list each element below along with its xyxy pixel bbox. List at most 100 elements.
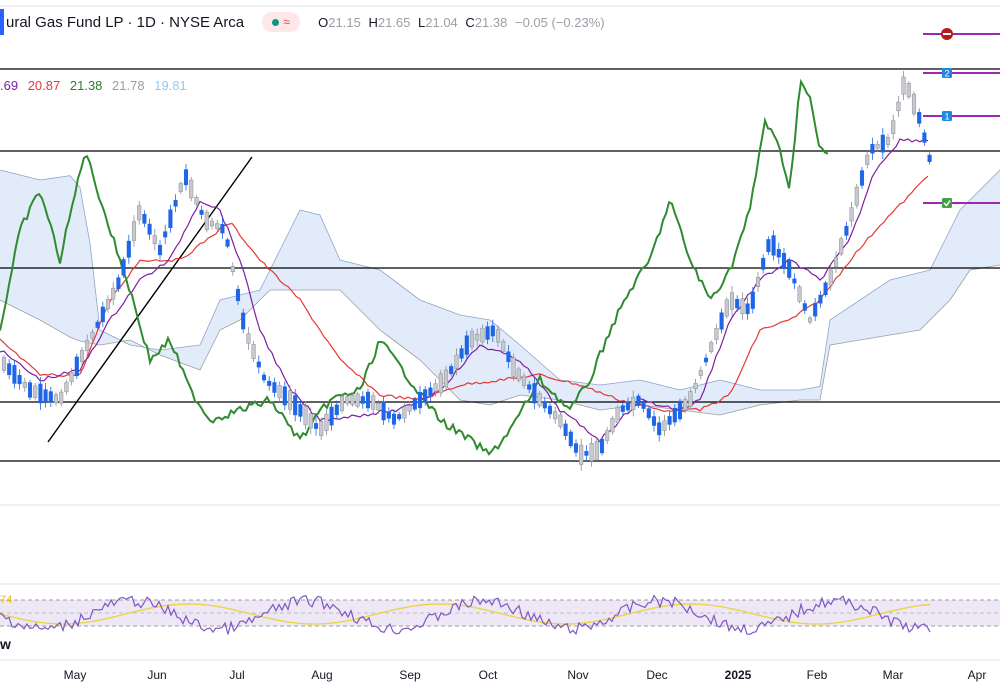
candle-body: [839, 239, 843, 254]
time-label-9: Feb: [807, 668, 828, 682]
candle-body: [673, 408, 677, 422]
time-label-4: Sep: [399, 668, 420, 682]
candle-body: [793, 279, 797, 283]
candle-body: [559, 415, 563, 427]
candle-body: [252, 344, 256, 358]
candle-body: [262, 375, 266, 380]
left-edge-fragment: w: [0, 636, 11, 652]
candle-body: [782, 253, 786, 269]
candle-body: [741, 299, 745, 314]
candle-body: [241, 313, 245, 329]
candle-body: [850, 208, 854, 221]
time-label-7: Dec: [646, 668, 667, 682]
candle-body: [865, 155, 869, 164]
candle-body: [13, 365, 17, 383]
candle-body: [600, 439, 604, 453]
candle-body: [824, 283, 828, 295]
candle-body: [366, 392, 370, 408]
candle-body: [725, 300, 729, 316]
candle-body: [512, 358, 516, 377]
stop-icon-bar: [943, 33, 951, 35]
candle-body: [564, 424, 568, 436]
candle-body: [902, 77, 906, 94]
order-badge-text: 1: [944, 112, 949, 122]
candle-body: [413, 399, 417, 409]
candle-body: [397, 414, 401, 418]
candle-body: [590, 443, 594, 461]
candle-body: [891, 121, 895, 134]
candle-body: [912, 94, 916, 114]
candle-body: [75, 357, 79, 376]
candle-body: [470, 332, 474, 347]
candle-body: [221, 224, 225, 233]
candle-body: [767, 239, 771, 251]
candle-body: [819, 295, 823, 303]
candle-body: [122, 259, 126, 275]
candle-body: [101, 307, 105, 322]
candle-body: [418, 392, 422, 408]
candle-body: [657, 423, 661, 435]
candle-body: [195, 197, 199, 204]
candle-body: [829, 270, 833, 285]
candle-body: [80, 350, 84, 362]
candle-body: [345, 397, 349, 404]
candle-body: [304, 406, 308, 425]
time-label-6: Nov: [567, 668, 588, 682]
candle-body: [475, 334, 479, 340]
candle-body: [553, 411, 557, 418]
candle-body: [678, 401, 682, 419]
support-resistance-lines[interactable]: [0, 69, 1000, 461]
candle-body: [449, 366, 453, 373]
candle-body: [663, 421, 667, 431]
candle-body: [85, 340, 89, 350]
candle-body: [709, 342, 713, 351]
candle-body: [293, 395, 297, 414]
candle-body: [761, 258, 765, 269]
candle-body: [59, 392, 63, 403]
candle-body: [689, 391, 693, 406]
candle-body: [382, 402, 386, 420]
candle-body: [309, 414, 313, 428]
candle-body: [631, 397, 635, 409]
candle-body: [481, 328, 485, 342]
cloud-fill: [0, 170, 1000, 415]
candle-body: [163, 232, 167, 237]
candle-body: [283, 387, 287, 405]
candle-body: [668, 416, 672, 424]
candle-body: [169, 210, 173, 228]
candle-body: [834, 258, 838, 267]
candle-body: [735, 299, 739, 308]
check-icon[interactable]: [942, 198, 952, 208]
candle-body: [855, 187, 859, 205]
candle-body: [548, 406, 552, 414]
candlesticks: [2, 71, 931, 471]
candle-body: [340, 396, 344, 411]
ichimoku-cloud: [0, 170, 1000, 415]
candle-body: [236, 289, 240, 301]
order-badge-text: 2: [944, 69, 949, 79]
candle-body: [881, 135, 885, 152]
candle-body: [756, 277, 760, 287]
candle-body: [538, 393, 542, 406]
candle-body: [455, 355, 459, 368]
candle-body: [704, 358, 708, 362]
candle-body: [2, 358, 6, 371]
candle-body: [543, 402, 547, 409]
candle-body: [746, 304, 750, 314]
candle-body: [106, 299, 110, 308]
candle-body: [189, 180, 193, 198]
candle-body: [871, 144, 875, 153]
time-label-2: Jul: [229, 668, 244, 682]
candle-body: [143, 214, 147, 223]
candle-body: [23, 382, 27, 387]
candle-body: [569, 432, 573, 446]
candle-body: [501, 341, 505, 351]
candle-body: [642, 402, 646, 408]
candle-body: [330, 407, 334, 425]
candle-body: [886, 137, 890, 144]
candle-body: [798, 287, 802, 301]
candle-body: [278, 385, 282, 397]
time-label-3: Aug: [311, 668, 332, 682]
candle-body: [626, 402, 630, 410]
